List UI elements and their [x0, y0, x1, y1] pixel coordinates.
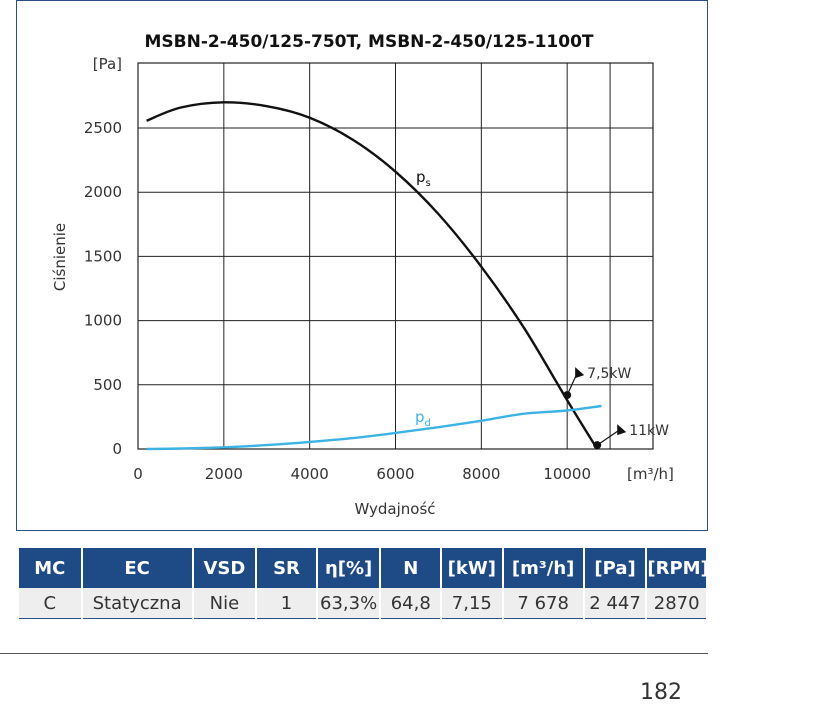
cell-efficiency: 63,3%: [317, 588, 380, 619]
y-tick-label: 2500: [84, 119, 122, 137]
annotation-label: 11kW: [629, 423, 669, 439]
y-tick-label: 500: [93, 376, 122, 394]
cell-vsd: Nie: [193, 588, 256, 619]
header-flow: [m³/h]: [503, 548, 583, 588]
x-tick-label: 8000: [462, 465, 500, 483]
series-line-pd: [146, 404, 602, 451]
annotations: 7,5kW 11kW: [563, 366, 669, 450]
cell-n: 64,8: [381, 588, 441, 619]
y-tick-label: 0: [112, 440, 122, 458]
grid: [137, 62, 654, 450]
table-row: C Statyczna Nie 1 63,3% 64,8 7,15 7 678 …: [19, 588, 706, 619]
cell-rpm: 2870: [647, 588, 706, 619]
header-efficiency: η[%]: [317, 548, 380, 588]
chart-panel: MSBN-2-450/125-750T, MSBN-2-450/125-1100…: [16, 0, 708, 531]
table-header-row: MC EC VSD SR η[%] N [kW] [m³/h] [Pa] [RP…: [19, 548, 709, 588]
y-unit-label: [Pa]: [93, 55, 122, 73]
series-label-pd: pd: [415, 408, 431, 429]
x-axis-label: Wydajność: [354, 500, 435, 518]
cell-sr: 1: [257, 588, 316, 619]
header-sr: SR: [257, 548, 316, 588]
header-mc: MC: [19, 548, 81, 588]
chart-title: MSBN-2-450/125-750T, MSBN-2-450/125-1100…: [145, 32, 594, 52]
callout-arrow: [575, 367, 585, 379]
cell-ec: Statyczna: [82, 588, 192, 619]
header-rpm: [RPM]: [647, 548, 709, 588]
cell-mc: C: [19, 588, 81, 619]
performance-table: MC EC VSD SR η[%] N [kW] [m³/h] [Pa] [RP…: [17, 548, 709, 619]
header-ec: EC: [82, 548, 192, 588]
x-unit-label: [m³/h]: [627, 465, 674, 483]
cell-pa: 2 447: [584, 588, 646, 619]
x-tick-label: 0: [133, 465, 143, 483]
callout-line: [596, 429, 620, 446]
cell-flow: 7 678: [503, 588, 583, 619]
y-tick-label: 2000: [84, 183, 122, 201]
x-tick-label: 6000: [376, 465, 414, 483]
header-n: N: [381, 548, 441, 588]
fan-curve-chart: MSBN-2-450/125-750T, MSBN-2-450/125-1100…: [51, 32, 674, 518]
series-label-ps: ps: [416, 168, 431, 189]
header-vsd: VSD: [193, 548, 256, 588]
x-tick-label: 2000: [205, 465, 243, 483]
x-tick-label: 10000: [543, 465, 591, 483]
cell-kw: 7,15: [442, 588, 502, 619]
annotation-label: 7,5kW: [587, 366, 631, 382]
callout-arrow: [617, 424, 627, 436]
y-tick-label: 1000: [84, 312, 122, 330]
series: ps pd: [146, 101, 602, 451]
page-number: 182: [640, 680, 682, 705]
x-tick-label: 4000: [291, 465, 329, 483]
axis-ticks: 0 2000 4000 6000 8000 10000 0 500 1000 1500 2000 25…: [84, 119, 591, 483]
series-line-ps: [146, 101, 599, 450]
y-tick-label: 1500: [84, 247, 122, 265]
bottom-divider: [0, 653, 708, 654]
y-axis-label: Ciśnienie: [51, 223, 69, 291]
header-pa: [Pa]: [584, 548, 646, 588]
header-kw: [kW]: [442, 548, 502, 588]
